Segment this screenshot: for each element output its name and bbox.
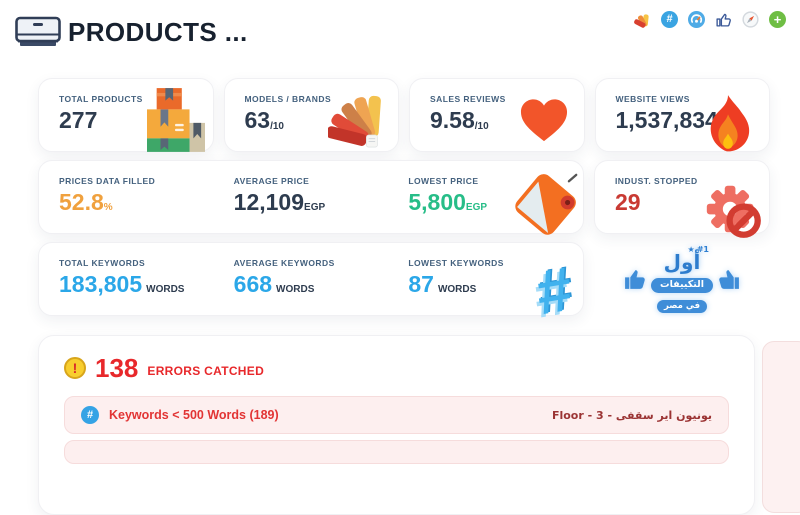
side-panel-cutoff xyxy=(762,341,800,513)
error-row-partial[interactable] xyxy=(64,440,729,464)
errors-header: ! 138 ERRORS CATCHED xyxy=(64,354,729,381)
badge-rank: ★ #1 xyxy=(687,245,709,255)
gear-stop-icon xyxy=(701,178,765,242)
warning-icon: ! xyxy=(64,356,86,379)
badge-text: ★ #1 أول التكييفات في مصر xyxy=(651,245,713,313)
heart-icon xyxy=(518,96,570,144)
card-total-products: TOTAL PRODUCTS 277 xyxy=(38,78,214,152)
price-tag-icon xyxy=(511,172,579,242)
stat-label: MODELS / BRANDS xyxy=(244,94,332,104)
badge-title: أول xyxy=(663,250,701,275)
compass-icon[interactable] xyxy=(742,11,759,28)
star-icon: ★ xyxy=(687,245,695,255)
badge-tagline: في مصر xyxy=(656,300,708,313)
error-row-keywords[interactable]: # Keywords < 500 Words (189) يونيون اير … xyxy=(64,396,729,434)
badge-subtitle: التكييفات xyxy=(651,278,713,293)
thumb-up-right-icon xyxy=(716,267,741,292)
stat-total-keywords: TOTAL KEYWORDS 183,805 WORDS xyxy=(59,258,185,297)
gauge-badge-icon[interactable] xyxy=(688,11,705,28)
hashtag-icon: # xyxy=(81,406,99,424)
air-conditioner-icon xyxy=(15,16,61,48)
stat-value: 9.58/10 xyxy=(430,107,489,133)
stat-lowest-price: LOWEST PRICE 5,800EGP xyxy=(408,176,488,215)
stat-label: SALES REVIEWS xyxy=(430,94,506,104)
stat-value: 29 xyxy=(615,189,641,215)
color-swatches-icon xyxy=(326,94,386,148)
errors-count: 138 xyxy=(95,352,139,383)
card-indust-stopped: INDUST. STOPPED 29 xyxy=(594,160,770,238)
error-row-product: يونيون اير سقفى - 3 - Floor xyxy=(551,408,712,422)
stat-value: 1,537,834 xyxy=(615,107,718,133)
stat-average-price: AVERAGE PRICE 12,109EGP xyxy=(233,176,326,215)
stats-row-2: PRICES DATA FILLED 52.8% AVERAGE PRICE 1… xyxy=(38,160,770,238)
stat-label: TOTAL PRODUCTS xyxy=(59,94,143,104)
card-website-views: WEBSITE VIEWS 1,537,834 xyxy=(594,78,770,154)
thumb-up-left-icon xyxy=(623,267,648,292)
add-icon[interactable]: + xyxy=(769,11,786,28)
stat-prices-data-filled: PRICES DATA FILLED 52.8% xyxy=(59,176,156,215)
stats-row-3: TOTAL KEYWORDS 183,805 WORDS AVERAGE KEYW… xyxy=(38,242,770,328)
hashtag-badge-icon[interactable]: # xyxy=(661,11,678,28)
errors-panel: ! 138 ERRORS CATCHED # Keywords < 500 Wo… xyxy=(38,335,755,515)
page-title: PRODUCTS ... xyxy=(68,16,248,47)
stat-label: INDUST. STOPPED xyxy=(615,176,698,186)
product-boxes-icon xyxy=(146,88,205,152)
card-keywords: TOTAL KEYWORDS 183,805 WORDS AVERAGE KEYW… xyxy=(38,242,584,328)
thumbs-up-icon[interactable] xyxy=(715,11,732,28)
card-sales-reviews: SALES REVIEWS 9.58/10 xyxy=(409,78,585,152)
errors-label: ERRORS CATCHED xyxy=(147,364,265,378)
flame-icon xyxy=(703,94,753,154)
stat-value: 277 xyxy=(59,107,98,133)
stat-lowest-keywords: LOWEST KEYWORDS 87 WORDS xyxy=(408,258,504,297)
card-models-brands: MODELS / BRANDS 63/10 xyxy=(223,78,399,152)
card-prices: PRICES DATA FILLED 52.8% AVERAGE PRICE 1… xyxy=(38,160,584,235)
stat-average-keywords: AVERAGE KEYWORDS 668 WORDS xyxy=(233,258,335,297)
badge-area: ★ #1 أول التكييفات في مصر xyxy=(594,242,770,316)
header-toolbar: # + xyxy=(634,11,786,28)
color-palette-icon[interactable] xyxy=(634,11,651,28)
stat-value: 63/10 xyxy=(244,107,285,133)
stat-label: WEBSITE VIEWS xyxy=(615,94,690,104)
stats-row-1: TOTAL PRODUCTS 277 MODELS / BRANDS 63/10 xyxy=(38,78,770,152)
error-row-title: Keywords < 500 Words (189) xyxy=(109,408,279,422)
page-header: PRODUCTS ... # xyxy=(15,10,786,54)
first-in-egypt-badge: ★ #1 أول التكييفات في مصر xyxy=(623,245,741,313)
